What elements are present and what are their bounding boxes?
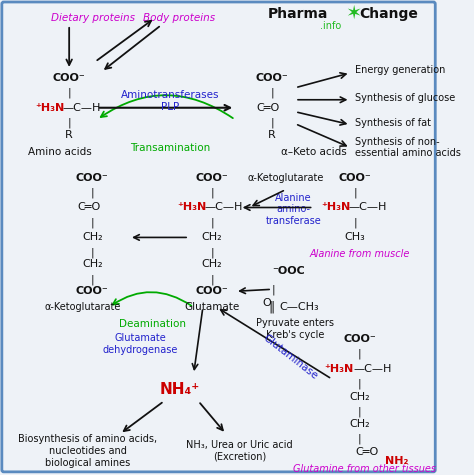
Text: CH₂: CH₂ <box>202 259 222 269</box>
Text: Alanine from muscle: Alanine from muscle <box>310 249 410 259</box>
Text: Synthesis of non-
essential amino acids: Synthesis of non- essential amino acids <box>355 137 461 159</box>
Text: ⁺H₃N: ⁺H₃N <box>325 364 354 374</box>
Text: CH₂: CH₂ <box>82 232 102 242</box>
Text: Body proteins: Body proteins <box>143 13 215 23</box>
Text: C═O: C═O <box>355 447 378 457</box>
Text: —C—H: —C—H <box>205 202 243 212</box>
Text: |: | <box>210 187 214 198</box>
Text: ⁺H₃N: ⁺H₃N <box>321 202 350 212</box>
Text: CH₂: CH₂ <box>349 419 370 429</box>
Text: Pyruvate enters
Kreb's cycle: Pyruvate enters Kreb's cycle <box>256 318 334 340</box>
Text: —C—H: —C—H <box>348 202 387 212</box>
Text: CH₂: CH₂ <box>349 392 370 402</box>
Text: |: | <box>91 247 94 257</box>
Text: NH₄⁺: NH₄⁺ <box>160 381 200 397</box>
FancyArrowPatch shape <box>113 292 191 306</box>
Text: |: | <box>210 217 214 228</box>
Text: α-Ketoglutarate: α-Ketoglutarate <box>248 172 324 182</box>
Text: —C—H: —C—H <box>353 364 392 374</box>
Text: NH₂: NH₂ <box>385 456 409 466</box>
FancyArrowPatch shape <box>101 95 233 118</box>
Text: Synthesis of fat: Synthesis of fat <box>355 118 431 128</box>
Text: CH₂: CH₂ <box>202 232 222 242</box>
Text: R: R <box>65 130 73 140</box>
Text: α-Ketoglutarate: α-Ketoglutarate <box>45 302 121 312</box>
Text: C—CH₃: C—CH₃ <box>279 302 319 312</box>
Text: Biosynthesis of amino acids,
nucleotides and
biological amines: Biosynthesis of amino acids, nucleotides… <box>18 434 157 467</box>
Text: C═O: C═O <box>256 103 280 113</box>
Text: —C—H: —C—H <box>63 103 101 113</box>
Text: COO⁻: COO⁻ <box>76 286 109 296</box>
Text: CH₂: CH₂ <box>82 259 102 269</box>
FancyBboxPatch shape <box>2 2 435 472</box>
Text: |: | <box>91 187 94 198</box>
Text: |: | <box>91 274 94 285</box>
Text: |: | <box>353 217 357 228</box>
Text: Glutamate: Glutamate <box>184 302 240 312</box>
Text: .info: .info <box>319 21 341 31</box>
Text: ‖: ‖ <box>268 301 274 314</box>
Text: |: | <box>91 217 94 228</box>
Text: COO⁻: COO⁻ <box>53 73 85 83</box>
Text: Amino acids: Amino acids <box>28 147 92 157</box>
Text: |: | <box>270 87 274 98</box>
Text: |: | <box>358 349 362 360</box>
Text: Glutamine from other tissues: Glutamine from other tissues <box>293 464 436 474</box>
Text: Pharma: Pharma <box>267 7 328 21</box>
Text: R: R <box>268 130 276 140</box>
Text: PLP: PLP <box>162 102 180 112</box>
Text: ✶: ✶ <box>345 3 361 22</box>
Text: COO⁻: COO⁻ <box>338 172 372 182</box>
Text: C═O: C═O <box>77 202 100 212</box>
Text: Dietary proteins: Dietary proteins <box>51 13 135 23</box>
Text: COO⁻: COO⁻ <box>255 73 288 83</box>
Text: Energy generation: Energy generation <box>355 65 446 75</box>
Text: Aminotransferases: Aminotransferases <box>121 90 220 100</box>
Text: Glutaminase: Glutaminase <box>261 333 319 381</box>
Text: ⁺H₃N: ⁺H₃N <box>177 202 206 212</box>
Text: ⁺H₃N: ⁺H₃N <box>35 103 64 113</box>
Text: COO⁻: COO⁻ <box>196 286 228 296</box>
Text: COO⁻: COO⁻ <box>196 172 228 182</box>
Text: |: | <box>67 87 71 98</box>
Text: Synthesis of glucose: Synthesis of glucose <box>355 93 456 103</box>
Text: |: | <box>270 117 274 128</box>
Text: |: | <box>67 117 71 128</box>
Text: Change: Change <box>360 7 419 21</box>
Text: α–Keto acids: α–Keto acids <box>281 147 347 157</box>
Text: ⁻OOC: ⁻OOC <box>272 266 305 276</box>
Text: NH₃, Urea or Uric acid
(Excretion): NH₃, Urea or Uric acid (Excretion) <box>186 440 293 462</box>
Text: COO⁻: COO⁻ <box>76 172 109 182</box>
Text: Alanine
amino-
transferase: Alanine amino- transferase <box>265 193 321 226</box>
Text: Transamination: Transamination <box>130 142 211 152</box>
Text: |: | <box>358 379 362 389</box>
Text: Deamination: Deamination <box>118 319 186 329</box>
Text: O: O <box>263 298 272 308</box>
Text: |: | <box>353 187 357 198</box>
Text: COO⁻: COO⁻ <box>343 334 376 344</box>
Text: CH₃: CH₃ <box>345 232 365 242</box>
Text: |: | <box>210 247 214 257</box>
Text: |: | <box>358 434 362 444</box>
Text: |: | <box>358 407 362 417</box>
Text: Glutamate
dehydrogenase: Glutamate dehydrogenase <box>102 333 178 355</box>
Text: |: | <box>272 284 276 294</box>
Text: |: | <box>210 274 214 285</box>
